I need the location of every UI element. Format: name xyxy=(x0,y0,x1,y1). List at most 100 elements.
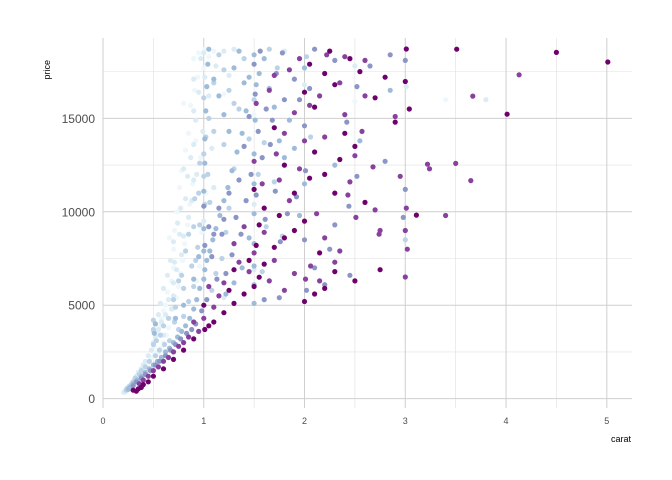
data-point xyxy=(253,100,259,106)
data-point xyxy=(261,140,267,146)
data-point xyxy=(279,50,285,56)
data-point xyxy=(201,248,207,254)
y-axis-tick-labels: 0 5000 10000 15000 xyxy=(62,112,96,406)
data-point xyxy=(233,214,239,220)
data-point xyxy=(271,179,277,185)
data-point xyxy=(241,56,247,62)
data-point xyxy=(347,179,353,185)
data-point xyxy=(354,173,360,179)
data-point xyxy=(162,302,169,308)
data-point xyxy=(251,158,257,164)
data-point xyxy=(209,145,215,151)
data-point xyxy=(337,248,343,254)
data-point xyxy=(211,80,217,86)
data-point xyxy=(468,178,474,184)
data-point xyxy=(263,106,269,112)
data-point xyxy=(226,287,232,293)
data-point xyxy=(202,160,208,166)
data-point xyxy=(181,313,187,319)
data-point xyxy=(241,143,247,149)
data-point xyxy=(207,248,213,254)
data-point xyxy=(424,161,431,167)
data-point xyxy=(160,358,167,364)
data-point xyxy=(504,111,510,117)
data-point xyxy=(251,263,257,269)
data-point xyxy=(241,224,247,230)
data-point xyxy=(148,347,154,353)
data-point xyxy=(301,298,308,305)
data-point xyxy=(296,97,303,103)
data-point xyxy=(261,229,267,235)
data-point xyxy=(193,257,199,263)
data-point xyxy=(317,93,323,99)
data-point xyxy=(553,49,560,56)
data-point xyxy=(605,59,611,65)
data-point xyxy=(216,205,222,211)
data-point xyxy=(226,205,232,211)
data-point xyxy=(191,306,197,312)
data-point xyxy=(160,285,167,291)
data-point xyxy=(246,74,252,80)
data-point xyxy=(196,89,202,95)
data-point xyxy=(251,283,257,290)
data-point xyxy=(170,349,177,355)
data-point xyxy=(200,128,206,134)
data-point xyxy=(125,386,131,392)
data-point xyxy=(392,113,398,120)
data-point xyxy=(176,283,182,290)
data-point xyxy=(301,82,308,88)
data-point xyxy=(161,341,168,348)
data-point xyxy=(345,192,351,198)
data-point xyxy=(174,267,180,273)
data-point xyxy=(252,91,258,97)
data-point xyxy=(186,334,192,340)
data-point xyxy=(205,61,211,67)
data-point xyxy=(181,166,187,172)
data-point xyxy=(251,151,257,157)
y-tick-label: 15000 xyxy=(62,112,96,126)
data-point xyxy=(189,326,195,333)
data-point xyxy=(403,84,409,90)
data-point xyxy=(196,50,202,56)
data-point xyxy=(226,87,232,93)
data-point xyxy=(413,212,419,218)
data-point xyxy=(322,171,328,177)
data-point xyxy=(151,330,157,336)
data-point xyxy=(221,112,227,118)
data-point xyxy=(303,54,310,60)
data-point xyxy=(167,257,174,263)
data-point xyxy=(252,117,258,123)
data-point xyxy=(191,56,197,62)
data-point xyxy=(188,102,194,108)
data-point xyxy=(370,164,376,170)
data-point xyxy=(291,145,297,151)
data-point xyxy=(402,78,408,85)
data-point xyxy=(170,239,177,245)
data-point xyxy=(196,328,202,334)
data-point xyxy=(179,252,185,258)
data-point xyxy=(201,65,207,71)
data-point xyxy=(246,257,252,263)
data-point xyxy=(231,65,237,71)
data-point xyxy=(243,108,249,114)
data-point xyxy=(145,373,151,379)
data-point xyxy=(226,128,232,134)
data-point xyxy=(171,227,178,234)
data-point xyxy=(221,141,227,148)
data-point xyxy=(221,310,227,316)
data-point xyxy=(327,246,333,252)
data-point xyxy=(153,338,159,344)
data-point xyxy=(204,297,210,303)
data-point xyxy=(183,248,189,254)
data-point xyxy=(206,54,212,60)
data-point xyxy=(362,57,368,64)
data-point xyxy=(387,87,393,93)
data-point xyxy=(162,349,169,355)
data-point xyxy=(291,270,297,277)
data-point xyxy=(281,235,287,241)
data-point xyxy=(353,214,359,220)
data-point xyxy=(332,190,338,196)
data-point xyxy=(229,168,235,174)
data-point xyxy=(296,56,303,62)
